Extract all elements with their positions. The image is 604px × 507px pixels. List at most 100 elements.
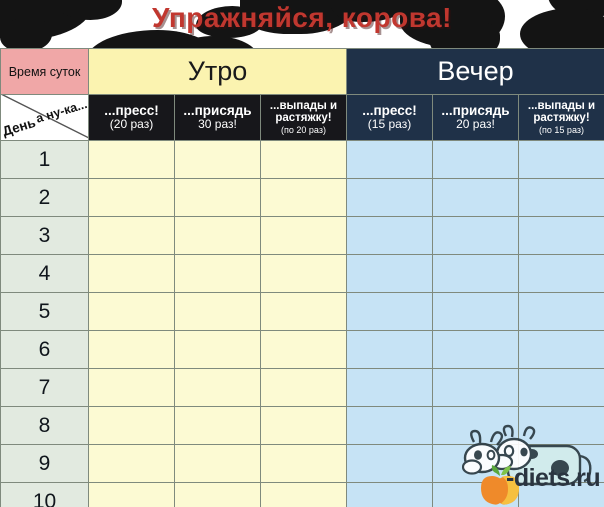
checkbox-cell[interactable] (432, 140, 519, 179)
table-row: 8 (0, 406, 604, 445)
checkbox-cell[interactable] (346, 368, 433, 407)
checkbox-cell[interactable] (517, 292, 604, 331)
checkbox-cell[interactable] (432, 178, 519, 217)
checkbox-cell[interactable] (88, 178, 175, 217)
cow-spot-icon (0, 18, 52, 48)
column-header-morning-lunges: ...выпады и растяжку! (по 20 раз) (260, 94, 347, 141)
day-number-cell: 1 (0, 140, 89, 179)
exercise-name: ...присядь (183, 103, 252, 119)
checkbox-cell[interactable] (174, 254, 261, 293)
checkbox-cell[interactable] (260, 140, 347, 179)
checkbox-cell[interactable] (432, 254, 519, 293)
table-row: 3 (0, 216, 604, 255)
checkbox-cell[interactable] (174, 216, 261, 255)
checkbox-cell[interactable] (260, 216, 347, 255)
cow-spot-icon (330, 0, 408, 22)
exercise-name: ...выпады и растяжку! (269, 99, 338, 125)
table-row: 5 (0, 292, 604, 331)
exercise-reps: (по 20 раз) (281, 125, 326, 136)
period-header-morning: Утро (88, 48, 347, 95)
exercise-reps: 20 раз! (456, 117, 495, 132)
checkbox-cell[interactable] (346, 292, 433, 331)
checkbox-cell[interactable] (174, 330, 261, 369)
exercise-plan-table-wrap: Время суток Утро Вечер а ну-ка... День .… (0, 48, 604, 507)
checkbox-cell[interactable] (88, 368, 175, 407)
checkbox-cell[interactable] (517, 330, 604, 369)
checkbox-cell[interactable] (88, 406, 175, 445)
checkbox-cell[interactable] (260, 482, 347, 507)
exercise-header-row: а ну-ка... День ...пресс! (20 раз) ...пр… (0, 94, 604, 141)
checkbox-cell[interactable] (260, 292, 347, 331)
period-header-row: Время суток Утро Вечер (0, 48, 604, 95)
checkbox-cell[interactable] (174, 444, 261, 483)
exercise-reps: 30 раз! (198, 117, 237, 132)
exercise-plan-table: Время суток Утро Вечер а ну-ка... День .… (0, 48, 604, 507)
checkbox-cell[interactable] (260, 444, 347, 483)
checkbox-cell[interactable] (260, 330, 347, 369)
table-row: 4 (0, 254, 604, 293)
checkbox-cell[interactable] (346, 330, 433, 369)
checkbox-cell[interactable] (174, 482, 261, 507)
column-header-evening-abs: ...пресс! (15 раз) (346, 94, 433, 141)
checkbox-cell[interactable] (432, 482, 519, 507)
checkbox-cell[interactable] (260, 178, 347, 217)
table-row: 1 (0, 140, 604, 179)
checkbox-cell[interactable] (517, 178, 604, 217)
checkbox-cell[interactable] (260, 406, 347, 445)
checkbox-cell[interactable] (88, 330, 175, 369)
checkbox-cell[interactable] (346, 140, 433, 179)
checkbox-cell[interactable] (517, 406, 604, 445)
table-row: 2 (0, 178, 604, 217)
checkbox-cell[interactable] (88, 140, 175, 179)
day-number-cell: 6 (0, 330, 89, 369)
checkbox-cell[interactable] (432, 444, 519, 483)
period-header-evening: Вечер (345, 48, 604, 95)
day-corner-header: а ну-ка... День (0, 94, 89, 141)
checkbox-cell[interactable] (260, 254, 347, 293)
day-number-cell: 2 (0, 178, 89, 217)
checkbox-cell[interactable] (88, 444, 175, 483)
checkbox-cell[interactable] (174, 140, 261, 179)
checkbox-cell[interactable] (260, 368, 347, 407)
checkbox-cell[interactable] (346, 216, 433, 255)
checkbox-cell[interactable] (88, 254, 175, 293)
checkbox-cell[interactable] (432, 216, 519, 255)
day-number-cell: 5 (0, 292, 89, 331)
cow-spot-icon (52, 0, 122, 20)
checkbox-cell[interactable] (517, 140, 604, 179)
cow-spot-icon (430, 20, 500, 48)
checkbox-cell[interactable] (432, 292, 519, 331)
day-number-cell: 4 (0, 254, 89, 293)
checkbox-cell[interactable] (174, 292, 261, 331)
checkbox-cell[interactable] (432, 330, 519, 369)
checkbox-cell[interactable] (174, 178, 261, 217)
page-title: Упражняйся, корова! (152, 2, 452, 33)
checkbox-cell[interactable] (88, 292, 175, 331)
diagonal-divider-icon (2, 95, 88, 139)
checkbox-cell[interactable] (517, 444, 604, 483)
checkbox-cell[interactable] (346, 254, 433, 293)
day-number-cell: 10 (0, 482, 89, 507)
column-header-evening-squats: ...присядь 20 раз! (432, 94, 519, 141)
checkbox-cell[interactable] (432, 406, 519, 445)
checkbox-cell[interactable] (517, 482, 604, 507)
table-row: 9 (0, 444, 604, 483)
table-row: 6 (0, 330, 604, 369)
checkbox-cell[interactable] (517, 368, 604, 407)
day-number-cell: 7 (0, 368, 89, 407)
day-number-cell: 8 (0, 406, 89, 445)
day-number-cell: 3 (0, 216, 89, 255)
checkbox-cell[interactable] (346, 482, 433, 507)
checkbox-cell[interactable] (346, 444, 433, 483)
checkbox-cell[interactable] (346, 406, 433, 445)
checkbox-cell[interactable] (174, 406, 261, 445)
exercise-reps: (20 раз) (109, 117, 154, 132)
checkbox-cell[interactable] (346, 178, 433, 217)
checkbox-cell[interactable] (88, 216, 175, 255)
column-header-morning-abs: ...пресс! (20 раз) (88, 94, 175, 141)
checkbox-cell[interactable] (517, 216, 604, 255)
checkbox-cell[interactable] (174, 368, 261, 407)
checkbox-cell[interactable] (88, 482, 175, 507)
checkbox-cell[interactable] (517, 254, 604, 293)
checkbox-cell[interactable] (432, 368, 519, 407)
